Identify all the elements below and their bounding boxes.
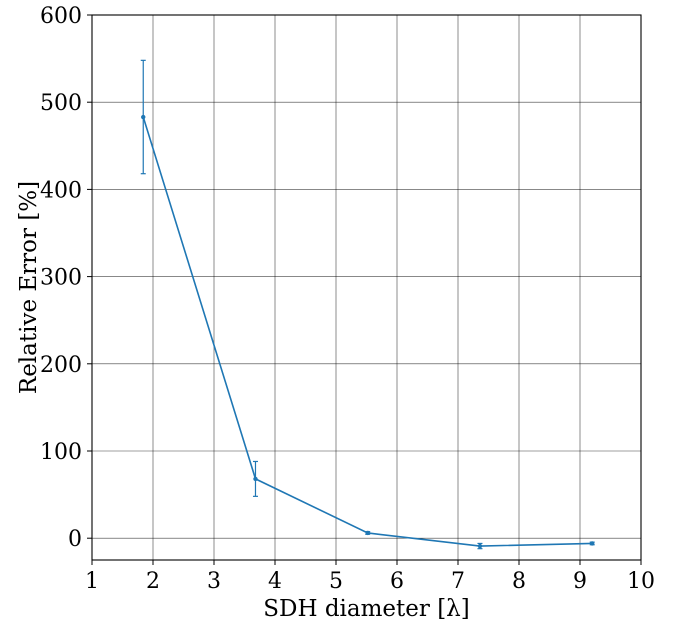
y-tick-label: 100 — [40, 440, 82, 465]
y-tick-label: 500 — [40, 91, 82, 116]
y-tick-label: 400 — [40, 178, 82, 203]
grid — [91, 14, 642, 560]
y-axis-label: Relative Error [%] — [16, 181, 42, 394]
x-tick-label: 5 — [329, 569, 343, 594]
data-point — [253, 476, 258, 482]
x-tick-label: 8 — [512, 569, 526, 594]
y-tick-label: 600 — [40, 4, 82, 29]
x-axis-ticks: 1 2 3 4 5 6 7 8 9 10 — [85, 560, 655, 594]
series-group — [142, 116, 593, 547]
y-axis-ticks: 0 100 200 300 400 500 600 — [40, 4, 92, 552]
y-tick-label: 300 — [40, 266, 82, 291]
x-axis-label: SDH diameter [λ] — [263, 596, 469, 622]
data-points — [141, 114, 595, 549]
error-bars — [140, 59, 595, 550]
data-point — [141, 114, 146, 120]
x-tick-label: 3 — [207, 569, 221, 594]
data-point — [590, 541, 595, 546]
x-tick-label: 7 — [451, 569, 465, 594]
y-tick-label: 200 — [40, 353, 82, 378]
y-tick-label: 0 — [68, 527, 82, 552]
data-point — [365, 530, 370, 536]
x-tick-label: 10 — [627, 569, 655, 594]
x-tick-label: 9 — [573, 569, 587, 594]
x-tick-label: 4 — [268, 569, 282, 594]
data-point — [477, 543, 483, 549]
x-tick-label: 1 — [85, 569, 99, 594]
x-tick-label: 2 — [146, 569, 160, 594]
plot-frame — [91, 14, 642, 561]
series-line — [142, 116, 593, 547]
x-tick-label: 6 — [390, 569, 404, 594]
